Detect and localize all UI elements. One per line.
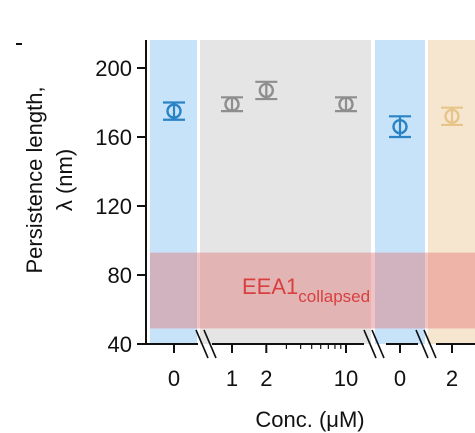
x-axis-label: Conc. (μM) [255,407,364,432]
data-point-1 [163,101,185,121]
x-tick-label-1: 0 [168,366,180,391]
segment-background-4 [428,40,475,344]
x-tick-label-3: 2 [260,366,272,391]
data-point-6 [441,106,463,127]
data-point-3 [255,80,278,101]
x-tick-label-4: 10 [334,366,358,391]
data-point-2 [221,96,243,113]
marker-circle [166,103,182,119]
y-axis-label-line1: Persistence length, [22,86,47,273]
axis-break-1a [195,329,209,359]
axis-break-1b [203,329,217,359]
marker-circle [338,96,354,112]
marker-circle [224,96,240,112]
axis-break-2b [371,329,385,359]
marker-circle [258,82,275,99]
axis-break-2a [363,329,377,359]
data-point-4 [335,96,357,113]
y-tick-label-3: 120 [95,194,132,219]
x-tick-label-2: 1 [226,366,238,391]
axis-break-3b [423,329,437,359]
y-tick-label-2: 160 [95,125,132,150]
x-tick-label-5: 0 [394,366,406,391]
marker-circle [392,118,408,135]
y-axis-label-line2: λ (nm) [52,149,77,211]
axis-break-3a [415,329,429,359]
y-tick-label-4: 80 [108,263,132,288]
y-tick-label-5: 40 [108,332,132,357]
band-label: EEA1collapsed [242,274,370,306]
collapsed-band [150,252,475,329]
x-tick-label-6: 2 [446,366,458,391]
band-label-main: EEA1 [242,274,298,299]
band-label-subscript: collapsed [298,287,370,306]
segment-background-1 [150,40,197,344]
segment-background-2 [200,40,371,344]
data-point-5 [389,115,411,139]
y-tick-label-1: 200 [95,56,132,81]
segment-background-3 [375,40,425,344]
marker-circle [444,108,460,125]
